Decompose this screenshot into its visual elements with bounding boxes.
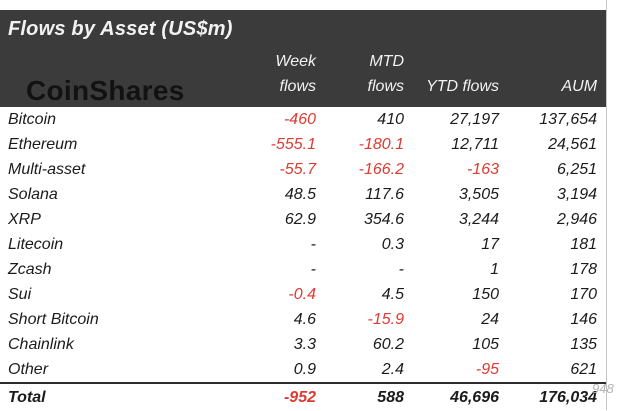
col-header-week-line2: flows bbox=[230, 71, 316, 107]
cell-aum: 2,946 bbox=[557, 210, 598, 228]
cell-ytd-flows: 27,197 bbox=[450, 110, 499, 128]
cell-week-flows: 62.9 bbox=[284, 210, 316, 228]
cell-ytd-flows: 105 bbox=[472, 335, 499, 353]
col-header-mtd-line1: MTD bbox=[316, 46, 404, 71]
table-row: Zcash - - 1 178 bbox=[0, 257, 606, 282]
cell-ytd-flows-total: 46,696 bbox=[404, 382, 499, 411]
table-row: Other 0.9 2.4 -95 621 bbox=[0, 357, 606, 383]
cell-asset-total: Total bbox=[0, 382, 230, 411]
cell-week-flows: 4.6 bbox=[293, 310, 316, 328]
cell-mtd-flows: 354.6 bbox=[363, 210, 404, 228]
cell-mtd-flows: -180.1 bbox=[358, 135, 404, 153]
cell-aum: 181 bbox=[570, 235, 598, 253]
table-row: XRP 62.9 354.6 3,244 2,946 bbox=[0, 207, 606, 232]
coinshares-logo-text: CoinShares bbox=[26, 75, 185, 106]
cell-ytd-flows: -163 bbox=[466, 160, 499, 178]
coinshares-logo: CoinShares bbox=[0, 46, 230, 107]
cell-ytd-flows: 150 bbox=[472, 285, 499, 303]
header-row-top: CoinShares Week MTD bbox=[0, 46, 607, 107]
cell-asset: Bitcoin bbox=[8, 110, 57, 128]
cell-asset: Litecoin bbox=[8, 235, 64, 253]
header-row-bottom: flows flows YTD flows AUM bbox=[0, 71, 607, 107]
cell-ytd-flows: -95 bbox=[475, 360, 499, 378]
cell-week-flows-total: -952 bbox=[230, 382, 316, 411]
cell-week-flows: 48.5 bbox=[284, 185, 316, 203]
cell-aum: 135 bbox=[570, 335, 598, 353]
cell-ytd-flows: 1 bbox=[490, 260, 499, 278]
col-header-ytd: YTD flows bbox=[404, 71, 499, 107]
cell-week-flows: -555.1 bbox=[270, 135, 316, 153]
table-header: Flows by Asset (US$m) CoinShares Week MT… bbox=[0, 10, 607, 107]
col-header-aum-spacer bbox=[499, 46, 607, 71]
cell-asset: Ethereum bbox=[8, 135, 78, 153]
cell-week-flows: -55.7 bbox=[279, 160, 316, 178]
table-row: Chainlink 3.3 60.2 105 135 bbox=[0, 332, 606, 357]
flows-by-asset-table: Flows by Asset (US$m) CoinShares Week MT… bbox=[0, 10, 607, 411]
cell-mtd-flows: 60.2 bbox=[372, 335, 404, 353]
cell-aum-total: 176,034 bbox=[499, 382, 607, 411]
cell-asset: Multi-asset bbox=[8, 160, 86, 178]
col-header-week-line1: Week bbox=[230, 46, 316, 71]
table-title: Flows by Asset (US$m) bbox=[0, 10, 607, 46]
cell-week-flows: - bbox=[310, 235, 316, 253]
cell-asset: Solana bbox=[8, 185, 58, 203]
table-body: Bitcoin -460 410 27,197 137,654 Ethereum… bbox=[0, 107, 607, 411]
flows-table-sheet: Flows by Asset (US$m) CoinShares Week MT… bbox=[0, 0, 607, 411]
cell-aum: 178 bbox=[570, 260, 598, 278]
cell-mtd-flows: 4.5 bbox=[381, 285, 404, 303]
cell-asset: Chainlink bbox=[8, 335, 74, 353]
cell-aum: 6,251 bbox=[557, 160, 598, 178]
cell-mtd-flows: 2.4 bbox=[381, 360, 404, 378]
cell-week-flows: -460 bbox=[283, 110, 316, 128]
table-row: Multi-asset -55.7 -166.2 -163 6,251 bbox=[0, 157, 606, 182]
cell-ytd-flows: 3,244 bbox=[458, 210, 499, 228]
watermark-text: 948 bbox=[592, 381, 614, 396]
cell-mtd-flows: 117.6 bbox=[365, 185, 404, 203]
total-row: Total -952 588 46,696 176,034 bbox=[0, 382, 607, 411]
cell-mtd-flows: 0.3 bbox=[381, 235, 404, 253]
cell-mtd-flows: -15.9 bbox=[367, 310, 404, 328]
cell-week-flows: 0.9 bbox=[293, 360, 316, 378]
cell-aum: 24,561 bbox=[548, 135, 598, 153]
cell-aum: 3,194 bbox=[557, 185, 598, 203]
cell-asset: Other bbox=[8, 360, 49, 378]
table-row: Sui -0.4 4.5 150 170 bbox=[0, 282, 606, 307]
table-row: Litecoin - 0.3 17 181 bbox=[0, 232, 606, 257]
cell-ytd-flows: 17 bbox=[481, 235, 499, 253]
cell-aum: 137,654 bbox=[539, 110, 598, 128]
col-header-ytd-spacer bbox=[404, 46, 499, 71]
cell-asset: Zcash bbox=[8, 260, 52, 278]
cell-week-flows: - bbox=[310, 260, 316, 278]
table-row: Short Bitcoin 4.6 -15.9 24 146 bbox=[0, 307, 606, 332]
table-row: Solana 48.5 117.6 3,505 3,194 bbox=[0, 182, 606, 207]
cell-week-flows: -0.4 bbox=[288, 285, 316, 303]
col-header-mtd-line2: flows bbox=[316, 71, 404, 107]
cell-ytd-flows: 24 bbox=[481, 310, 499, 328]
cell-ytd-flows: 12,711 bbox=[451, 135, 499, 153]
cell-asset: Sui bbox=[8, 285, 32, 303]
cell-mtd-flows-total: 588 bbox=[316, 382, 404, 411]
cell-asset: Short Bitcoin bbox=[8, 310, 99, 328]
cell-mtd-flows: -166.2 bbox=[358, 160, 404, 178]
cell-aum: 621 bbox=[570, 360, 598, 378]
col-header-aum: AUM bbox=[499, 71, 607, 107]
cell-mtd-flows: - bbox=[398, 260, 404, 278]
cell-asset: XRP bbox=[8, 210, 41, 228]
cell-aum: 170 bbox=[570, 285, 598, 303]
cell-aum: 146 bbox=[570, 310, 598, 328]
cell-mtd-flows: 410 bbox=[377, 110, 404, 128]
table-row: Ethereum -555.1 -180.1 12,711 24,561 bbox=[0, 132, 606, 157]
title-row: Flows by Asset (US$m) bbox=[0, 10, 607, 46]
cell-ytd-flows: 3,505 bbox=[458, 185, 499, 203]
cell-week-flows: 3.3 bbox=[293, 335, 316, 353]
table-row: Bitcoin -460 410 27,197 137,654 bbox=[0, 107, 606, 132]
